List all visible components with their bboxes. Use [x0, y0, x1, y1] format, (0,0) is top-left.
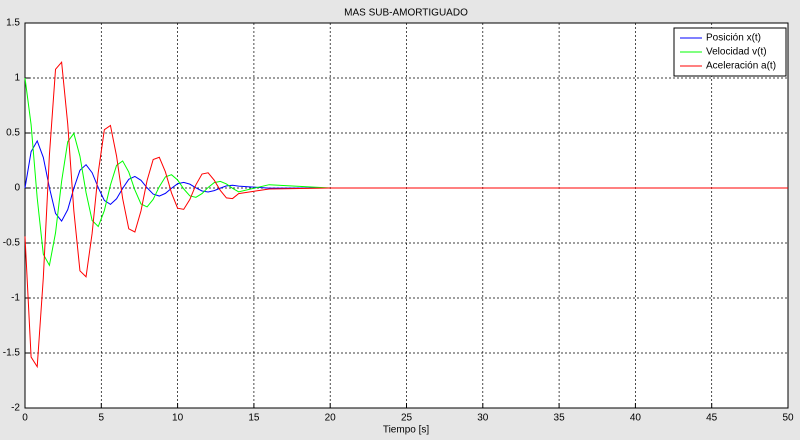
y-tick-label: -0.5 — [3, 238, 21, 249]
y-tick-label: 0 — [14, 183, 20, 194]
y-tick-label: -1.5 — [3, 348, 21, 359]
x-tick-label: 10 — [172, 413, 184, 424]
x-tick-label: 45 — [706, 413, 718, 424]
x-tick-label: 0 — [22, 413, 28, 424]
legend-label: Posición x(t) — [706, 33, 761, 44]
x-tick-label: 20 — [325, 413, 337, 424]
x-tick-label: 5 — [99, 413, 105, 424]
y-tick-label: 1 — [14, 73, 20, 84]
x-tick-label: 35 — [554, 413, 566, 424]
x-tick-label: 50 — [782, 413, 794, 424]
series-line — [24, 77, 788, 267]
x-tick-label: 30 — [477, 413, 489, 424]
y-tick-label: 1.5 — [6, 18, 20, 29]
y-tick-label: -2 — [11, 403, 20, 414]
legend-label: Aceleración a(t) — [706, 61, 776, 72]
x-axis-label: Tiempo [s] — [383, 425, 430, 436]
chart-title: MAS SUB-AMORTIGUADO — [344, 8, 468, 19]
x-tick-label: 25 — [401, 413, 413, 424]
y-tick-label: -1 — [11, 293, 20, 304]
x-tick-label: 15 — [248, 413, 260, 424]
x-tick-label: 40 — [630, 413, 642, 424]
y-tick-label: 0.5 — [6, 128, 20, 139]
legend-label: Velocidad v(t) — [706, 47, 767, 58]
series-line — [24, 60, 788, 369]
axes-box — [24, 22, 789, 409]
